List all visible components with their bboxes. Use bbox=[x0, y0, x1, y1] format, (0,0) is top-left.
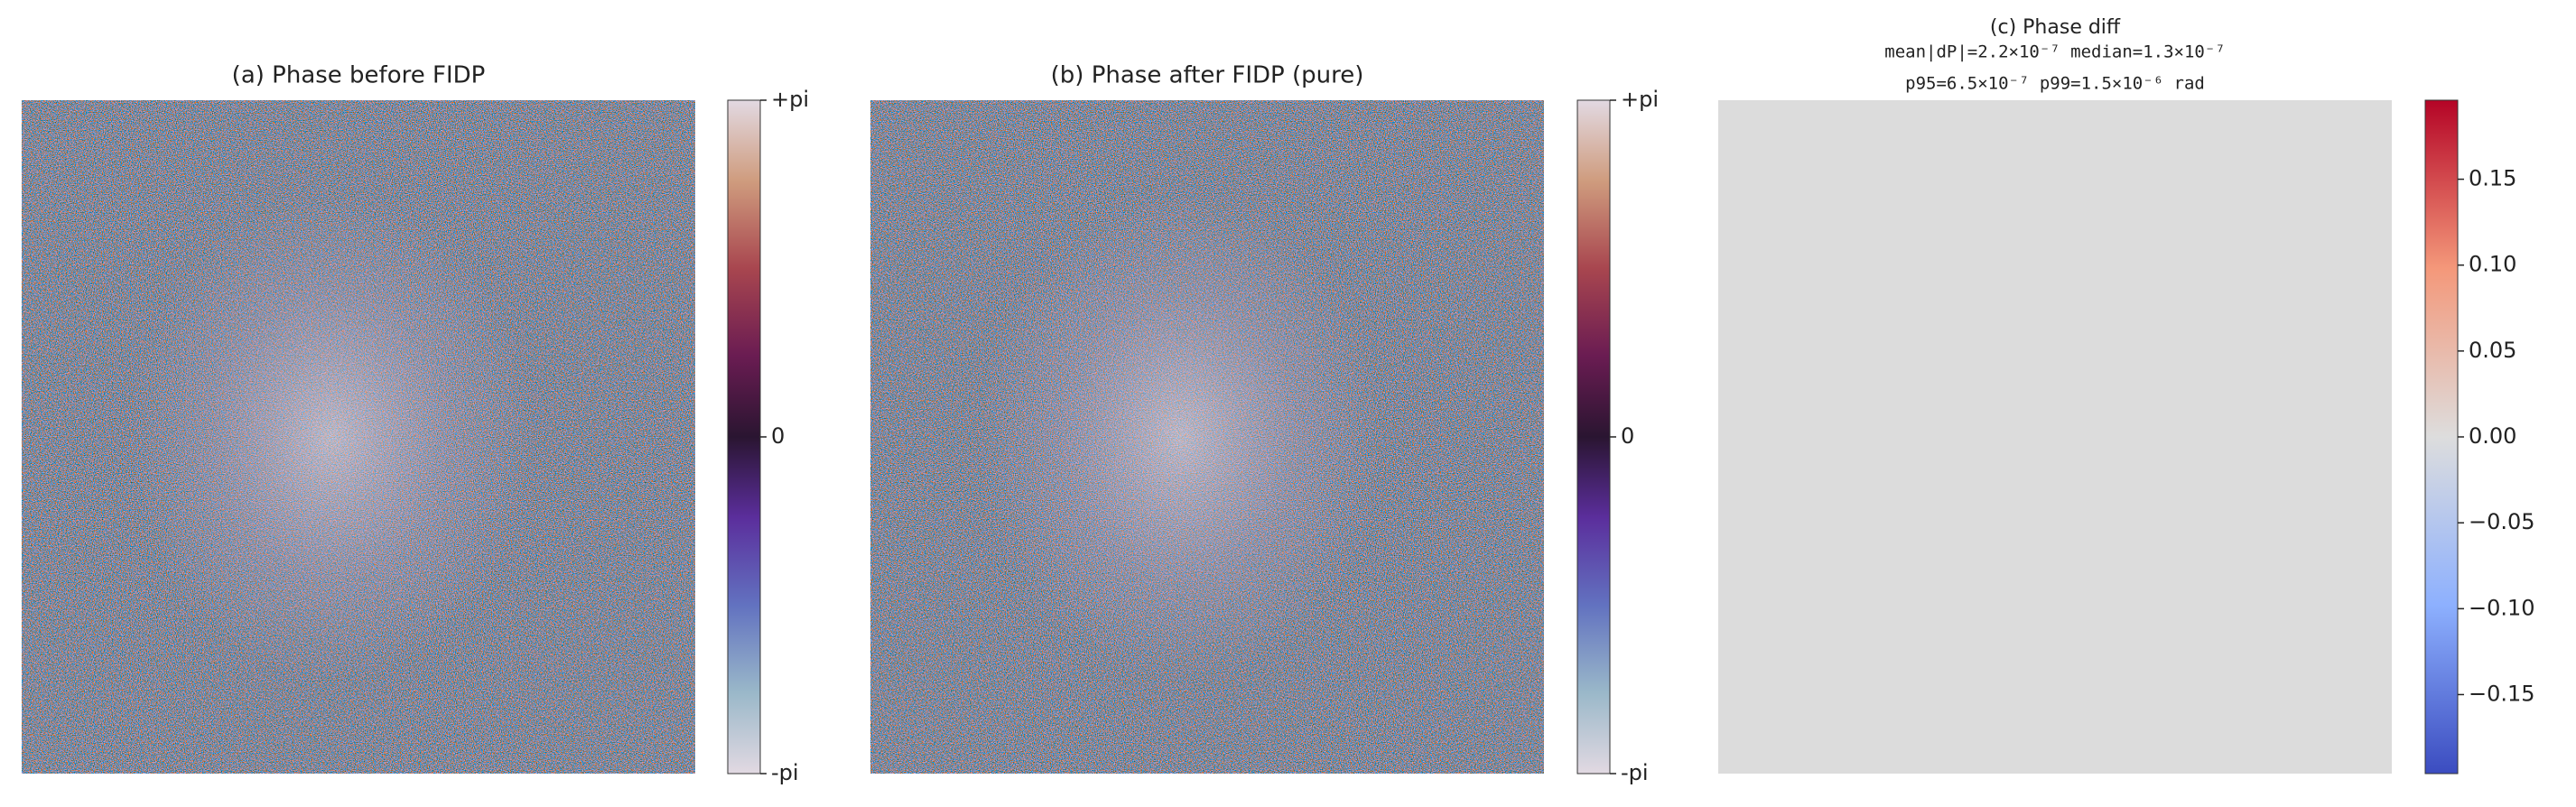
colorbar bbox=[2424, 99, 2459, 775]
colorbar-tick-label: 0 bbox=[1621, 423, 1634, 449]
colorbar-tick-label: −0.10 bbox=[2469, 595, 2535, 620]
colorbar-tick-label: -pi bbox=[1621, 760, 1649, 785]
colorbar-tick-label: +pi bbox=[771, 87, 809, 112]
heatmap-feature bbox=[978, 194, 1382, 680]
colorbar-tick-label: 0.15 bbox=[2469, 166, 2516, 191]
colorbar-tick-label: −0.15 bbox=[2469, 681, 2535, 706]
colorbar-tick-label: 0.10 bbox=[2469, 252, 2516, 277]
colorbar-tick-label: −0.05 bbox=[2469, 509, 2535, 534]
chart-subtitle: mean|dP|=2.2×10⁻⁷ median=1.3×10⁻⁷ bbox=[1884, 42, 2226, 62]
colorbar-tick-label: -pi bbox=[771, 760, 799, 785]
chart-title: (a) Phase before FIDP bbox=[232, 62, 486, 89]
colorbar-tick-label: 0.05 bbox=[2469, 338, 2516, 363]
chart-title: (c) Phase diff bbox=[1990, 16, 2121, 39]
colorbar bbox=[727, 99, 761, 775]
colorbar-tick-label: 0 bbox=[771, 423, 785, 449]
heatmap-image bbox=[1718, 100, 2392, 774]
heatmap-feature bbox=[129, 194, 534, 680]
colorbar bbox=[1576, 99, 1611, 775]
chart-subtitle: p95=6.5×10⁻⁷ p99=1.5×10⁻⁶ rad bbox=[1905, 74, 2205, 94]
chart-title: (b) Phase after FIDP (pure) bbox=[1051, 62, 1364, 89]
colorbar-tick-label: 0.00 bbox=[2469, 423, 2516, 449]
colorbar-tick-label: +pi bbox=[1621, 87, 1659, 112]
